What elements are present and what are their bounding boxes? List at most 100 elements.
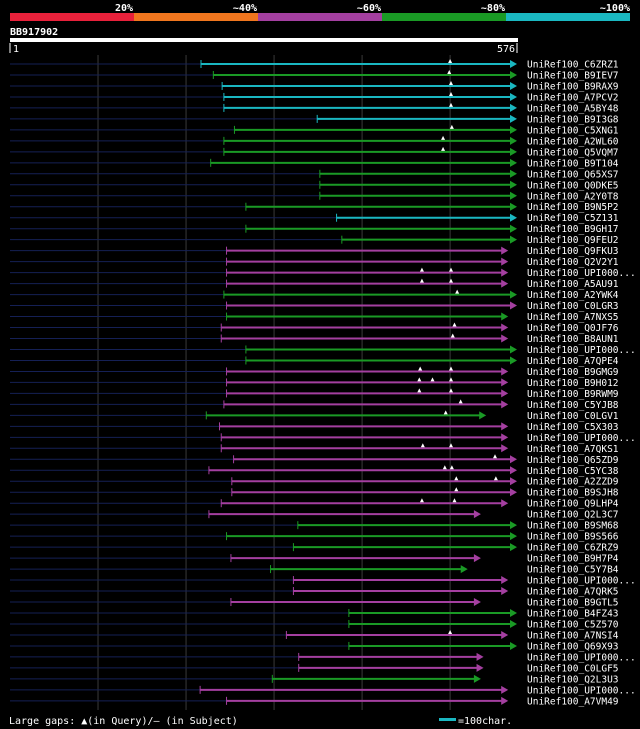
hit-row[interactable]: UniRef100_B9H012 <box>10 377 619 389</box>
hit-id-label[interactable]: UniRef100_B9IEV7 <box>527 70 619 81</box>
hit-row[interactable]: UniRef100_C5YC38 <box>10 465 619 477</box>
hit-id-label[interactable]: UniRef100_A7PCV2 <box>527 92 619 103</box>
hit-row[interactable]: UniRef100_UPI000... <box>10 433 636 444</box>
hit-row[interactable]: UniRef100_Q9LHP4 <box>10 498 619 510</box>
hit-row[interactable]: UniRef100_C0LGR3 <box>10 301 619 312</box>
hit-id-label[interactable]: UniRef100_C5YJB8 <box>527 400 619 411</box>
hit-id-label[interactable]: UniRef100_UPI000... <box>527 576 636 587</box>
hit-row[interactable]: UniRef100_A7VM49 <box>10 696 619 707</box>
hit-id-label[interactable]: UniRef100_Q0JF76 <box>527 323 619 334</box>
hit-row[interactable]: UniRef100_B9SJH8 <box>10 487 619 499</box>
hit-id-label[interactable]: UniRef100_B9SM68 <box>527 521 619 532</box>
hit-row[interactable]: UniRef100_C5Z570 <box>10 619 619 630</box>
hit-row[interactable]: UniRef100_Q65XS7 <box>10 169 619 180</box>
hit-id-label[interactable]: UniRef100_UPI000... <box>527 685 636 696</box>
hit-id-label[interactable]: UniRef100_UPI000... <box>527 345 636 356</box>
hit-id-label[interactable]: UniRef100_A5BY48 <box>527 103 619 114</box>
hit-row[interactable]: UniRef100_A5BY48 <box>10 102 619 115</box>
hit-row[interactable]: UniRef100_A7NXS5 <box>10 312 619 323</box>
hit-id-label[interactable]: UniRef100_C5Z131 <box>527 213 619 224</box>
hit-row[interactable]: UniRef100_C5Y7B4 <box>10 565 619 576</box>
hit-id-label[interactable]: UniRef100_Q9FKU3 <box>527 246 619 257</box>
hit-row[interactable]: UniRef100_B9H7P4 <box>10 554 619 565</box>
hit-row[interactable]: UniRef100_C0LGV1 <box>10 410 619 422</box>
hit-row[interactable]: UniRef100_B9GH17 <box>10 224 619 235</box>
hit-id-label[interactable]: UniRef100_B9GMG9 <box>527 367 619 378</box>
hit-row[interactable]: UniRef100_B8AUN1 <box>10 333 619 346</box>
hit-row[interactable]: UniRef100_A7QPE4 <box>10 356 619 367</box>
hit-row[interactable]: UniRef100_A2Y0T8 <box>10 191 619 202</box>
hit-id-label[interactable]: UniRef100_A2ZZD9 <box>527 477 619 488</box>
hit-row[interactable]: UniRef100_C6ZRZ9 <box>10 543 619 554</box>
hit-id-label[interactable]: UniRef100_B4FZ43 <box>527 609 619 620</box>
hit-row[interactable]: UniRef100_Q0JF76 <box>10 322 619 335</box>
hit-row[interactable]: UniRef100_C5Z131 <box>10 213 619 224</box>
hit-id-label[interactable]: UniRef100_C0LGR3 <box>527 301 619 312</box>
hit-row[interactable]: UniRef100_A7PCV2 <box>10 91 619 104</box>
hit-id-label[interactable]: UniRef100_B9RAX9 <box>527 81 619 92</box>
hit-id-label[interactable]: UniRef100_Q2L3U3 <box>527 674 619 685</box>
hit-row[interactable]: UniRef100_A2ZZD9 <box>10 476 619 488</box>
hit-row[interactable]: UniRef100_Q9FEU2 <box>10 235 619 246</box>
hit-row[interactable]: UniRef100_B4FZ43 <box>10 609 619 620</box>
hit-row[interactable]: UniRef100_B9S566 <box>10 532 619 543</box>
hit-row[interactable]: UniRef100_Q69X93 <box>10 641 619 652</box>
hit-id-label[interactable]: UniRef100_Q65XS7 <box>527 169 619 180</box>
hit-id-label[interactable]: UniRef100_A7QRK5 <box>527 587 619 598</box>
hit-row[interactable]: UniRef100_UPI000... <box>10 652 636 663</box>
hit-id-label[interactable]: UniRef100_C5Y7B4 <box>527 565 619 576</box>
hit-id-label[interactable]: UniRef100_C5X303 <box>527 422 619 433</box>
hit-id-label[interactable]: UniRef100_C6ZRZ1 <box>527 60 619 71</box>
hit-row[interactable]: UniRef100_B9I3G8 <box>10 114 619 125</box>
hit-id-label[interactable]: UniRef100_B9N5P2 <box>527 202 619 213</box>
hit-id-label[interactable]: UniRef100_B9SJH8 <box>527 488 619 499</box>
hit-id-label[interactable]: UniRef100_B9RWM9 <box>527 389 619 400</box>
hit-id-label[interactable]: UniRef100_B9I3G8 <box>527 114 619 125</box>
hit-id-label[interactable]: UniRef100_Q9LHP4 <box>527 499 619 510</box>
hit-id-label[interactable]: UniRef100_B9T104 <box>527 158 619 169</box>
hit-id-label[interactable]: UniRef100_UPI000... <box>527 433 636 444</box>
hit-id-label[interactable]: UniRef100_B8AUN1 <box>527 334 619 345</box>
hit-id-label[interactable]: UniRef100_C5Z570 <box>527 619 619 630</box>
hit-row[interactable]: UniRef100_B9IEV7 <box>10 69 619 82</box>
hit-id-label[interactable]: UniRef100_UPI000... <box>527 652 636 663</box>
hit-id-label[interactable]: UniRef100_A7QKS1 <box>527 444 619 455</box>
hit-row[interactable]: UniRef100_C6ZRZ1 <box>10 59 619 71</box>
hit-row[interactable]: UniRef100_A7NSI4 <box>10 629 619 642</box>
hit-id-label[interactable]: UniRef100_C0LGV1 <box>527 411 619 422</box>
hit-id-label[interactable]: UniRef100_Q9FEU2 <box>527 235 619 246</box>
hit-id-label[interactable]: UniRef100_Q65ZD9 <box>527 455 619 466</box>
hit-row[interactable]: UniRef100_Q9FKU3 <box>10 246 619 257</box>
hit-id-label[interactable]: UniRef100_UPI000... <box>527 268 636 279</box>
hit-row[interactable]: UniRef100_C0LGF5 <box>10 663 619 674</box>
hit-id-label[interactable]: UniRef100_Q2V2Y1 <box>527 257 619 268</box>
hit-row[interactable]: UniRef100_C5XNG1 <box>10 124 619 137</box>
hit-row[interactable]: UniRef100_Q65ZD9 <box>10 454 619 466</box>
hit-id-label[interactable]: UniRef100_C0LGF5 <box>527 663 619 674</box>
hit-id-label[interactable]: UniRef100_A2WL60 <box>527 136 619 147</box>
hit-id-label[interactable]: UniRef100_Q5VQM7 <box>527 147 619 158</box>
hit-row[interactable]: UniRef100_B9N5P2 <box>10 202 619 213</box>
hit-row[interactable]: UniRef100_B9SM68 <box>10 521 619 532</box>
hit-id-label[interactable]: UniRef100_A7QPE4 <box>527 356 619 367</box>
hit-row[interactable]: UniRef100_B9RAX9 <box>10 80 619 93</box>
hit-id-label[interactable]: UniRef100_A2Y0T8 <box>527 191 619 202</box>
hit-row[interactable]: UniRef100_B9GMG9 <box>10 366 619 378</box>
hit-row[interactable]: UniRef100_Q2V2Y1 <box>10 257 619 268</box>
hit-id-label[interactable]: UniRef100_B9S566 <box>527 532 619 543</box>
hit-id-label[interactable]: UniRef100_C6ZRZ9 <box>527 543 619 554</box>
hit-id-label[interactable]: UniRef100_A7NSI4 <box>527 630 619 641</box>
hit-id-label[interactable]: UniRef100_B9GH17 <box>527 224 619 235</box>
hit-id-label[interactable]: UniRef100_A7NXS5 <box>527 312 619 323</box>
hit-id-label[interactable]: UniRef100_C5XNG1 <box>527 125 619 136</box>
hit-id-label[interactable]: UniRef100_A7VM49 <box>527 696 619 707</box>
hit-row[interactable]: UniRef100_UPI000... <box>10 345 636 356</box>
hit-row[interactable]: UniRef100_A2WL60 <box>10 135 619 148</box>
hit-id-label[interactable]: UniRef100_C5YC38 <box>527 466 619 477</box>
hit-row[interactable]: UniRef100_C5YJB8 <box>10 399 619 411</box>
hit-row[interactable]: UniRef100_UPI000... <box>10 267 636 280</box>
hit-row[interactable]: UniRef100_A7QRK5 <box>10 587 619 598</box>
hit-id-label[interactable]: UniRef100_A5AU91 <box>527 279 619 290</box>
hit-row[interactable]: UniRef100_UPI000... <box>10 576 636 587</box>
hit-id-label[interactable]: UniRef100_B9H7P4 <box>527 554 619 565</box>
